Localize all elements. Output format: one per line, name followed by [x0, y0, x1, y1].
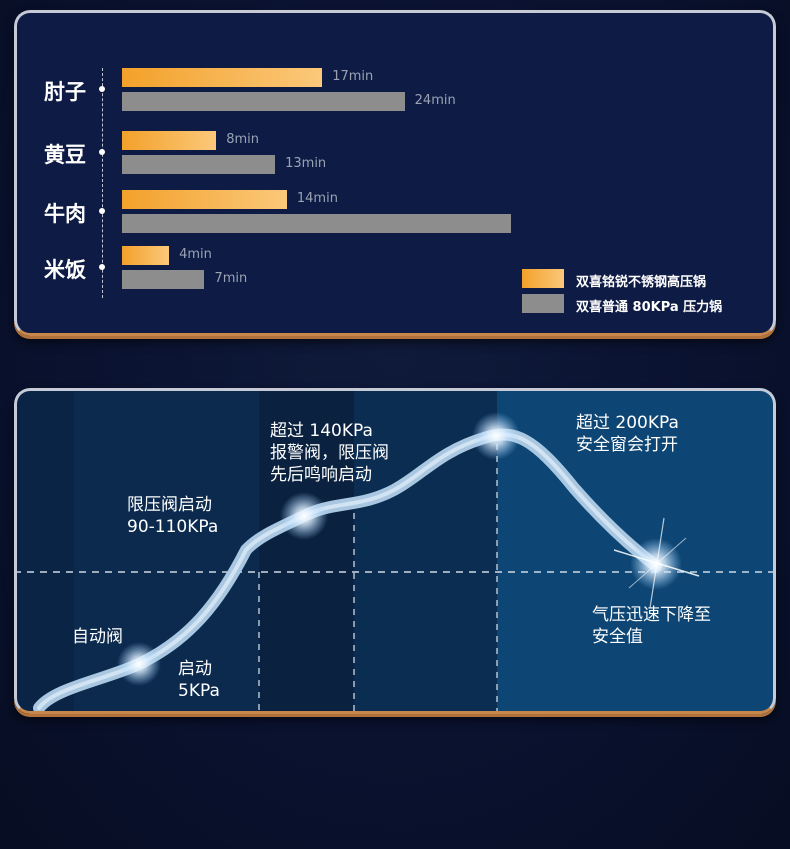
data-label: 7min — [214, 271, 248, 286]
note-line: 自动阀 — [72, 627, 123, 647]
data-label: 14min — [296, 191, 338, 206]
bar — [122, 246, 170, 265]
stage-note-alarm: 超过 140KPa 报警阀，限压阀 先后鸣响启动 — [270, 420, 389, 486]
sparkle-ray — [628, 537, 687, 589]
bar — [122, 92, 405, 111]
category-tick — [99, 264, 105, 270]
bar — [122, 270, 205, 289]
bar — [122, 131, 217, 150]
stage-note-pressure-drop: 气压迅速下降至 安全值 — [592, 604, 711, 648]
data-label: 24min — [414, 93, 456, 108]
category-label: 肘子 — [44, 80, 86, 104]
legend-label-series-2: 双喜普通 80KPa 压力锅 — [576, 300, 723, 315]
category-tick — [99, 149, 105, 155]
note-line: 先后鸣响启动 — [270, 465, 372, 485]
glow-point — [280, 492, 328, 540]
pressure-curve-svg — [14, 412, 776, 714]
legend-label-series-1: 双喜铭锐不锈钢高压锅 — [576, 275, 707, 290]
note-line: 超过 200KPa — [576, 413, 679, 433]
note-line: 安全值 — [592, 627, 643, 647]
bar — [122, 214, 511, 233]
pressure-safety-diagram: 自动阀 启动 5KPa 限压阀启动 90-110KPa 超过 140KPa 报警… — [14, 388, 776, 714]
legend-swatch-series-1 — [522, 269, 564, 288]
category-tick — [99, 208, 105, 214]
stage-band — [259, 388, 354, 714]
bar — [122, 190, 287, 209]
category-axis — [102, 68, 103, 298]
note-line: 5KPa — [178, 681, 220, 701]
note-line: 启动 — [178, 659, 212, 679]
data-label: 4min — [179, 247, 212, 262]
note-line: 报警阀，限压阀 — [270, 443, 389, 463]
stage-note-limit-valve: 限压阀启动 90-110KPa — [127, 494, 218, 538]
stage-note-start: 启动 5KPa — [178, 658, 220, 702]
stage-band — [74, 388, 259, 714]
note-line: 超过 140KPa — [270, 421, 373, 441]
data-label: 8min — [226, 132, 260, 147]
note-line: 气压迅速下降至 — [592, 605, 711, 625]
category-label: 牛肉 — [44, 202, 86, 226]
legend-swatch-series-2 — [522, 294, 564, 313]
note-line: 限压阀启动 — [127, 495, 212, 515]
stage-band — [14, 388, 74, 714]
data-label: 17min — [332, 69, 374, 84]
note-line: 安全窗会打开 — [576, 435, 678, 455]
glow-point — [472, 412, 520, 460]
bar — [122, 155, 276, 174]
data-label: 13min — [285, 156, 327, 171]
stage-note-auto-valve: 自动阀 — [72, 626, 123, 648]
note-line: 90-110KPa — [127, 517, 219, 537]
cooking-time-chart: 肘子黄豆牛肉米饭 17min 24min 8min 13min 14min 4min 7mi… — [14, 10, 776, 336]
stage-note-safety-window: 超过 200KPa 安全窗会打开 — [576, 412, 679, 456]
category-tick — [99, 86, 105, 92]
category-label: 米饭 — [44, 258, 86, 282]
bar — [122, 68, 323, 87]
glow-point — [117, 642, 161, 686]
category-label: 黄豆 — [44, 143, 86, 167]
